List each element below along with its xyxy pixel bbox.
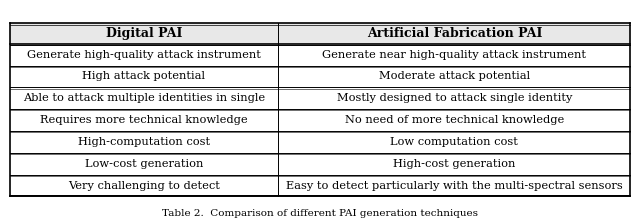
- Text: Mostly designed to attack single identity: Mostly designed to attack single identit…: [337, 93, 572, 103]
- Text: Able to attack multiple identities in single: Able to attack multiple identities in si…: [23, 93, 265, 103]
- Text: Low-cost generation: Low-cost generation: [85, 159, 203, 169]
- Text: Low computation cost: Low computation cost: [390, 137, 518, 147]
- Text: Generate high-quality attack instrument: Generate high-quality attack instrument: [27, 50, 261, 59]
- Text: Artificial Fabrication PAI: Artificial Fabrication PAI: [367, 27, 542, 40]
- Text: Very challenging to detect: Very challenging to detect: [68, 180, 220, 190]
- Bar: [10, 131, 630, 153]
- Bar: [10, 175, 630, 196]
- Text: Moderate attack potential: Moderate attack potential: [379, 71, 530, 81]
- Text: Generate near high-quality attack instrument: Generate near high-quality attack instru…: [323, 50, 586, 59]
- Text: No need of more technical knowledge: No need of more technical knowledge: [345, 115, 564, 125]
- Text: High-cost generation: High-cost generation: [393, 159, 516, 169]
- Text: High attack potential: High attack potential: [83, 71, 205, 81]
- Text: High-computation cost: High-computation cost: [78, 137, 210, 147]
- Text: Requires more technical knowledge: Requires more technical knowledge: [40, 115, 248, 125]
- Bar: [10, 153, 630, 175]
- Bar: [10, 44, 630, 65]
- Text: Table 2.  Comparison of different PAI generation techniques: Table 2. Comparison of different PAI gen…: [162, 209, 478, 218]
- Bar: [10, 109, 630, 131]
- Text: Digital PAI: Digital PAI: [106, 27, 182, 40]
- Bar: [10, 65, 630, 87]
- Text: Easy to detect particularly with the multi-spectral sensors: Easy to detect particularly with the mul…: [286, 180, 623, 190]
- Bar: [10, 23, 630, 44]
- Bar: [10, 87, 630, 109]
